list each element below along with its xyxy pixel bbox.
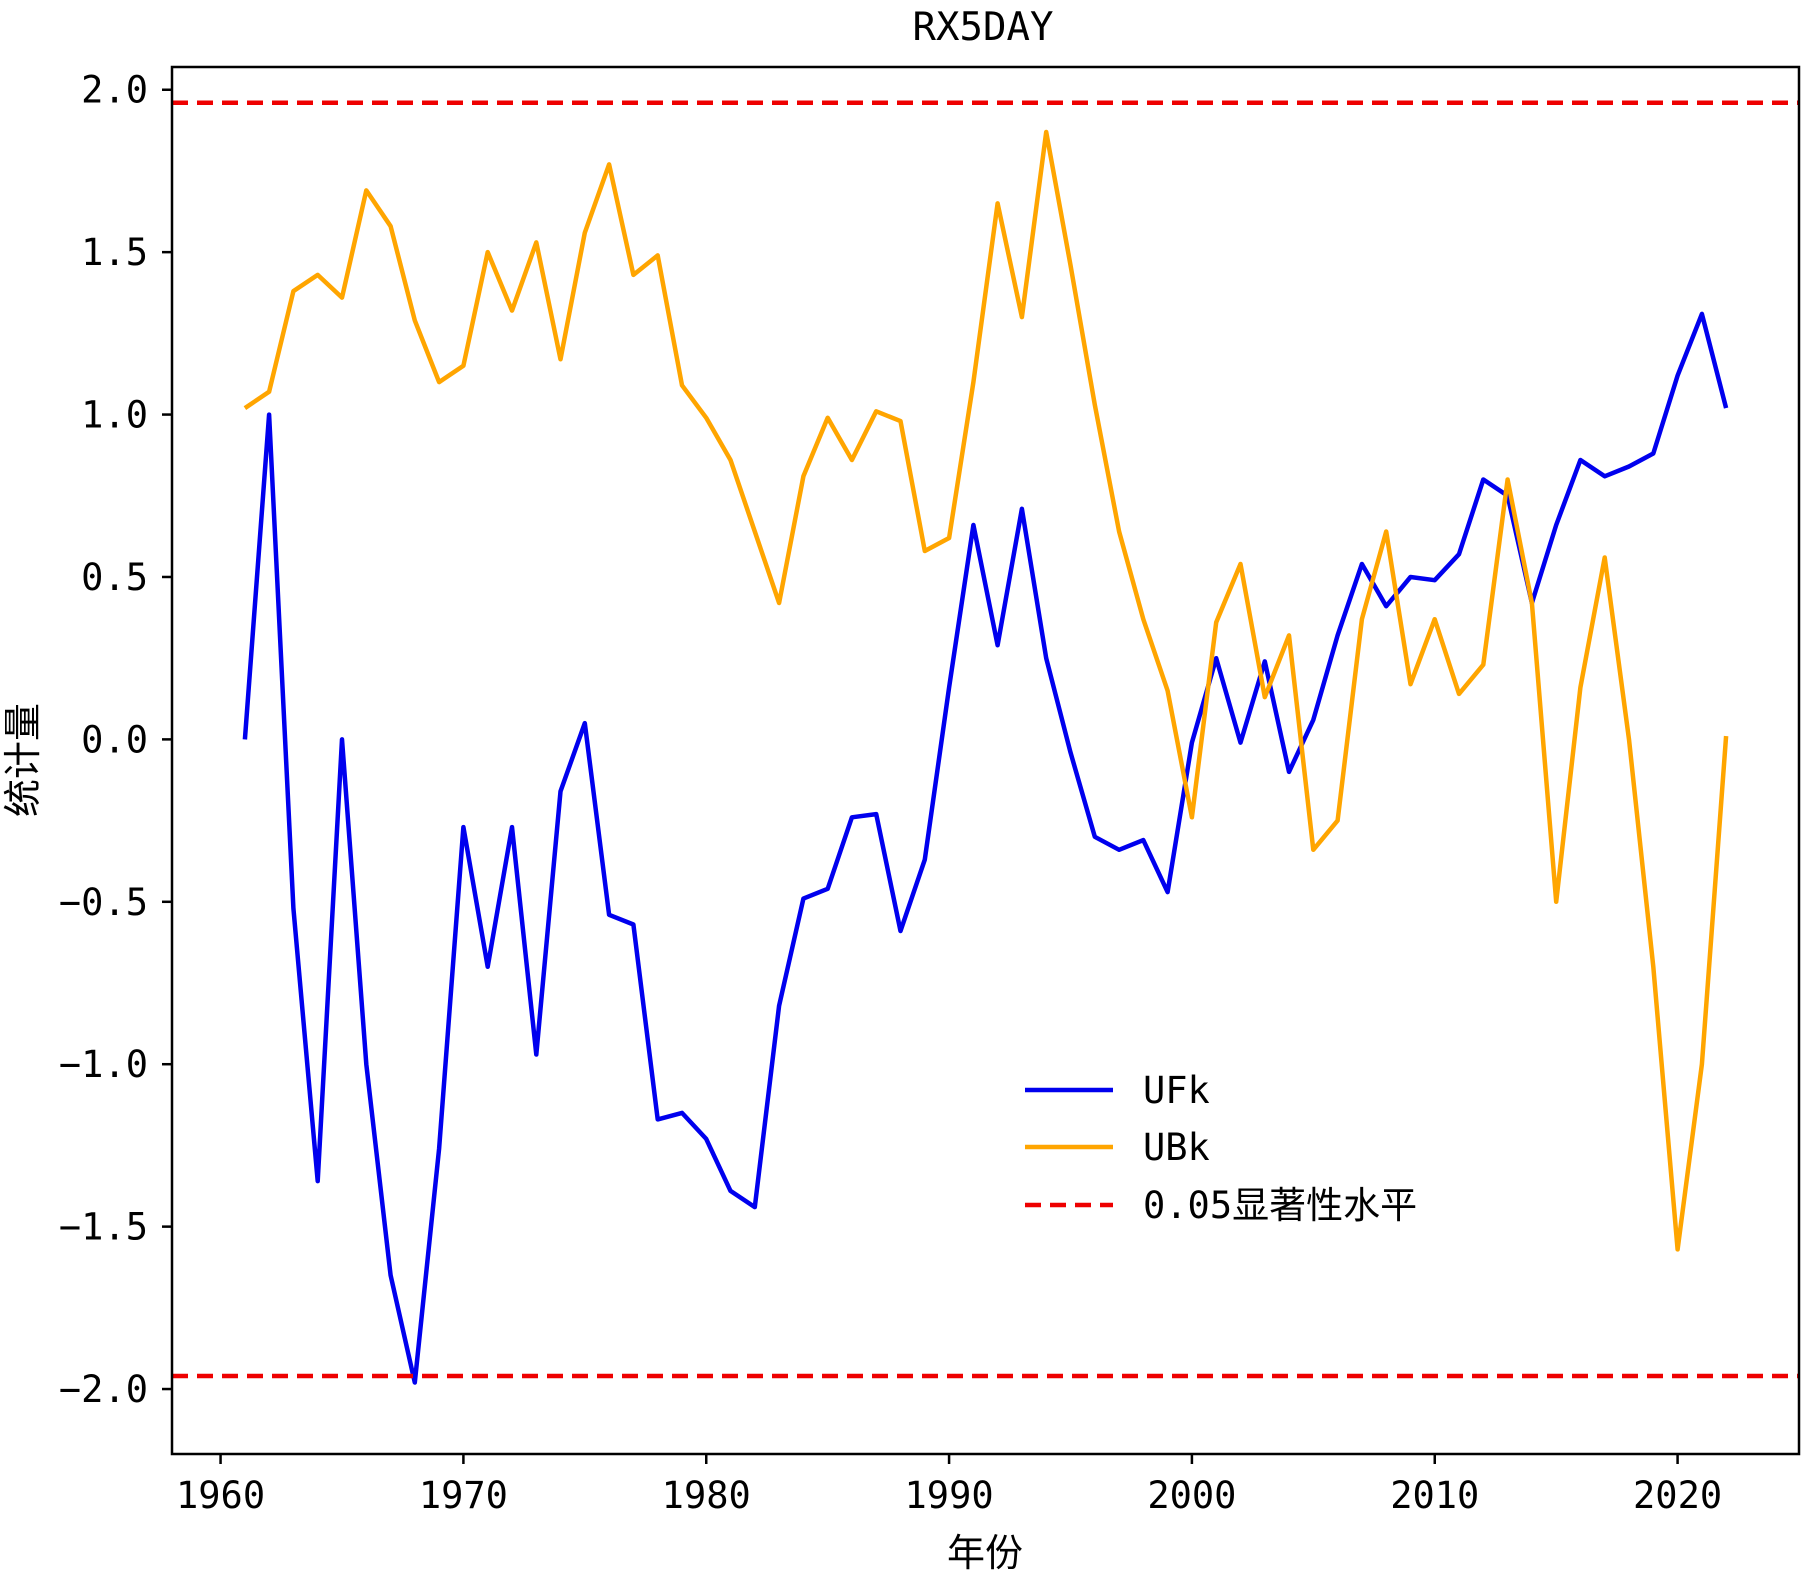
series-line-ufk — [242, 311, 1729, 1385]
y-tick-label: −2.0 — [59, 1368, 148, 1411]
y-tick-label: 1.5 — [81, 231, 148, 274]
x-tick-label: 1990 — [905, 1474, 994, 1517]
axis-ticks: 1960 1970 1980 1990 2000 2010 2020 2.0 1.5 1.0 0.5… — [59, 69, 1722, 1517]
y-tick-label: −1.5 — [59, 1206, 148, 1249]
y-tick-label: 0.0 — [81, 718, 148, 761]
x-tick-label: 1980 — [662, 1474, 751, 1517]
plot-lines — [172, 100, 1799, 1385]
legend-label-significance: 0.05显著性水平 — [1143, 1184, 1417, 1227]
legend: UFk UBk 0.05显著性水平 — [1025, 1069, 1417, 1227]
y-tick-label: −0.5 — [59, 881, 148, 924]
y-tick-label: −1.0 — [59, 1043, 148, 1086]
legend-label-ufk: UFk — [1143, 1069, 1210, 1112]
x-axis-label: 年份 — [947, 1531, 1023, 1575]
legend-label-ubk: UBk — [1143, 1126, 1210, 1169]
x-tick-label: 2000 — [1147, 1474, 1236, 1517]
y-axis-label: 统计量 — [1, 703, 45, 817]
plot-frame — [170, 65, 1801, 1456]
y-tick-label: 1.0 — [81, 394, 148, 437]
x-tick-label: 1970 — [419, 1474, 508, 1517]
x-tick-label: 2010 — [1390, 1474, 1479, 1517]
x-tick-label: 2020 — [1633, 1474, 1722, 1517]
y-tick-label: 2.0 — [81, 69, 148, 112]
y-tick-label: 0.5 — [81, 556, 148, 599]
chart-title: RX5DAY — [913, 5, 1054, 50]
series-line-ubk — [243, 129, 1729, 1252]
x-tick-label: 1960 — [176, 1474, 265, 1517]
